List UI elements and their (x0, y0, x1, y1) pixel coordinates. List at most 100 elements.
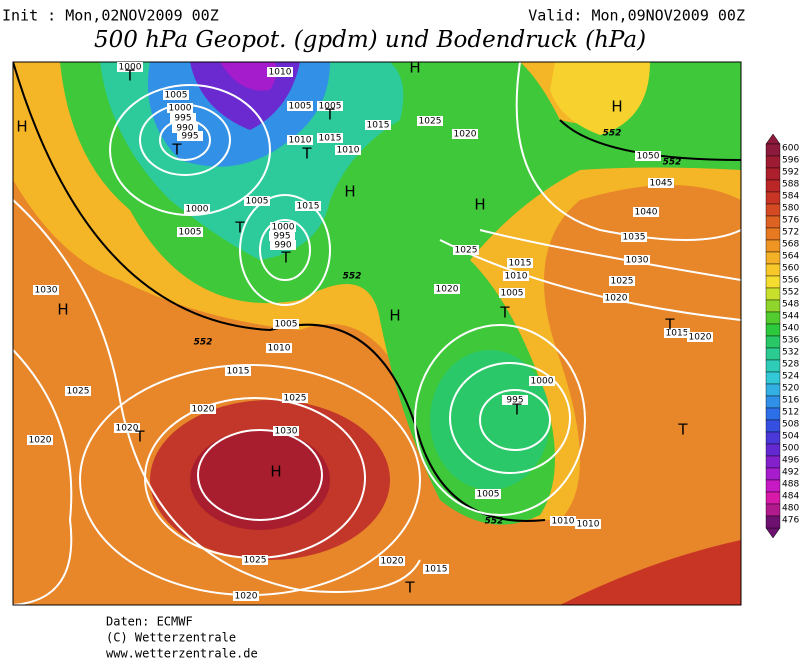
colorbar-label: 540 (782, 324, 799, 334)
isobar-label: 1010 (289, 136, 312, 146)
geopotential-label: 552 (485, 517, 504, 527)
label-bg (575, 519, 601, 529)
colorbar-segment (765, 383, 781, 397)
low-marker: T (124, 67, 135, 85)
label-bg (550, 516, 576, 526)
low-marker: T (677, 421, 688, 439)
label-bg (648, 178, 674, 188)
label-bg (423, 564, 449, 574)
colorbar-label: 496 (782, 456, 799, 466)
colorbar-label: 524 (782, 372, 799, 382)
label-bg (502, 395, 528, 405)
label-bg (269, 231, 295, 241)
label-bg (163, 90, 189, 100)
colorbar-label: 552 (782, 288, 799, 298)
label-bg (117, 62, 143, 72)
isobar-label: 1000 (119, 63, 142, 73)
isobar-label: 1000 (531, 377, 554, 387)
isobar-label: 1050 (637, 152, 660, 162)
label-bg (621, 232, 647, 242)
isobar-label: 1020 (436, 285, 459, 295)
label-bg (177, 227, 203, 237)
colorbar-label: 480 (782, 504, 799, 514)
geopotential-label: 552 (343, 272, 362, 282)
colorbar-segment (765, 299, 781, 313)
colorbar-label: 588 (782, 180, 799, 190)
isobar-label: 1015 (367, 121, 390, 131)
isobar-label: 990 (176, 124, 193, 134)
colorbar-label: 592 (782, 168, 799, 178)
label-bg (287, 135, 313, 145)
isobar-label: 1015 (319, 134, 342, 144)
label-bg (282, 393, 308, 403)
low-marker: T (280, 249, 291, 267)
label-bg (33, 285, 59, 295)
colorbar-label: 536 (782, 336, 799, 346)
isobar-label: 1030 (626, 256, 649, 266)
colorbar-segment (765, 275, 781, 289)
colorbar-segment (765, 287, 781, 301)
colorbar-segment (765, 143, 781, 157)
high-marker: H (474, 196, 485, 214)
map-field (13, 62, 741, 605)
label-bg (635, 151, 661, 161)
label-bg (295, 201, 321, 211)
isobar-label: 1025 (284, 394, 307, 404)
isobar-label: 995 (174, 114, 191, 124)
colorbar-segment (765, 407, 781, 421)
isobar-label: 1005 (179, 228, 202, 238)
label-bg (266, 343, 292, 353)
colorbar-segment (765, 167, 781, 181)
colorbar-cap (765, 133, 781, 145)
low-marker: T (511, 401, 522, 419)
data-source: Daten: ECMWF (106, 615, 193, 629)
label-bg (184, 204, 210, 214)
colorbar-label: 560 (782, 264, 799, 274)
colorbar-segment (765, 515, 781, 529)
colorbar-segment (765, 359, 781, 373)
isobar-label: 1030 (275, 427, 298, 437)
isobar-label: 1005 (289, 102, 312, 112)
label-bg (664, 328, 690, 338)
isobar-label: 1000 (272, 223, 295, 233)
isobar-label: 1035 (623, 233, 646, 243)
label-bg (529, 376, 555, 386)
colorbar-label: 520 (782, 384, 799, 394)
colorbar-segment (765, 479, 781, 493)
label-bg (417, 116, 443, 126)
label-bg (172, 123, 198, 133)
colorbar-segment (765, 455, 781, 469)
label-bg (609, 276, 635, 286)
label-bg (475, 489, 501, 499)
low-marker: T (134, 428, 145, 446)
colorbar-label: 596 (782, 156, 799, 166)
colorbar-label: 492 (782, 468, 799, 478)
label-bg (225, 366, 251, 376)
colorbar-label: 568 (782, 240, 799, 250)
label-bg (317, 101, 343, 111)
isobar-label: 1040 (635, 208, 658, 218)
label-bg (687, 332, 713, 342)
isobar-label: 1020 (381, 557, 404, 567)
isobar-label: 1010 (337, 146, 360, 156)
label-bg (287, 101, 313, 111)
isobar-label: 1015 (509, 259, 532, 269)
isobar-label: 1005 (275, 320, 298, 330)
isobar-label: 1005 (319, 102, 342, 112)
isobar-label: 1000 (186, 205, 209, 215)
label-bg (507, 258, 533, 268)
label-bg (170, 113, 196, 123)
label-bg (503, 271, 529, 281)
isobar-label: 1025 (67, 387, 90, 397)
label-bg (624, 255, 650, 265)
colorbar-label: 532 (782, 348, 799, 358)
isobar-label: 1020 (116, 424, 139, 434)
label-bg (633, 207, 659, 217)
isobar-label: 1005 (501, 289, 524, 299)
isobar-label: 1005 (246, 197, 269, 207)
isobar-label: 1025 (455, 246, 478, 256)
colorbar-segment (765, 251, 781, 265)
